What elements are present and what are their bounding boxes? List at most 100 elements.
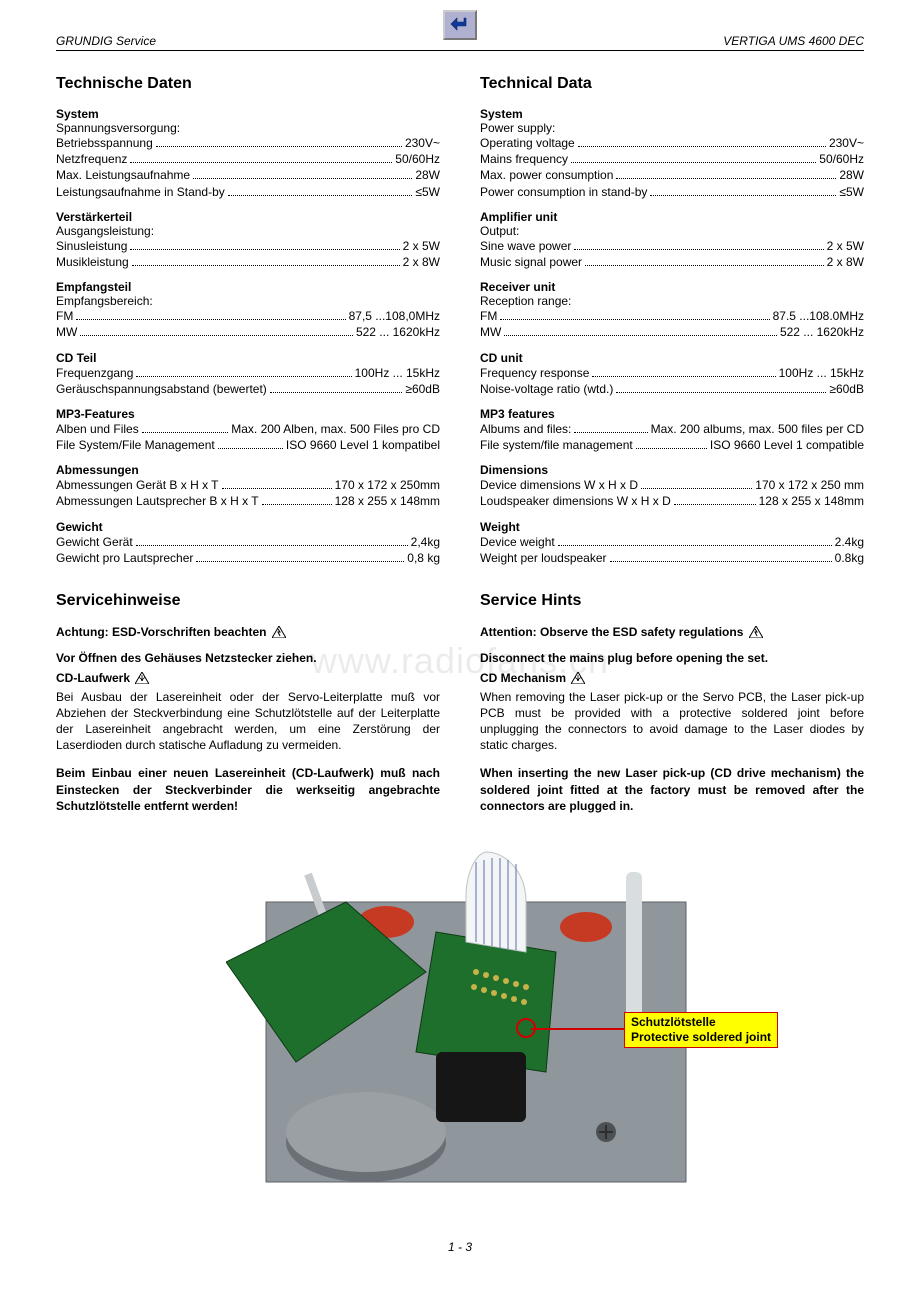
spec-row: Geräuschspannungsabstand (bewertet)≥60dB: [56, 381, 440, 397]
dot-leader: [130, 151, 392, 163]
rows-dim-en: Device dimensions W x H x D170 x 172 x 2…: [480, 477, 864, 509]
spec-row: Operating voltage 230V~: [480, 135, 864, 151]
service-title-en: Service Hints: [480, 592, 864, 610]
spec-label: Weight per loudspeaker: [480, 550, 607, 566]
spec-row: Albums and files:Max. 200 albums, max. 5…: [480, 421, 864, 437]
spec-row: Abmessungen Lautsprecher B x H x T128 x …: [56, 493, 440, 509]
rows-mp3-de: Alben und FilesMax. 200 Alben, max. 500 …: [56, 421, 440, 453]
spec-label: Max. power consumption: [480, 167, 613, 183]
spec-value: ISO 9660 Level 1 compatible: [710, 437, 864, 453]
column-german: Technische Daten System Spannungsversorg…: [56, 75, 440, 814]
sub-amp-en: Output:: [480, 224, 864, 238]
dot-leader: [132, 254, 400, 266]
spec-row: File system/file managementISO 9660 Leve…: [480, 437, 864, 453]
rows-amp-de: Sinusleistung2 x 5WMusikleistung 2 x 8W: [56, 238, 440, 270]
spec-value: 2 x 5W: [827, 238, 864, 254]
spec-label: Power consumption in stand-by: [480, 184, 647, 200]
heading-system-de: System: [56, 107, 440, 121]
spec-label: FM: [56, 308, 73, 324]
dot-leader: [136, 534, 408, 546]
spec-row: Noise-voltage ratio (wtd.)≥60dB: [480, 381, 864, 397]
dot-leader: [218, 437, 283, 449]
dot-leader: [193, 168, 412, 180]
spec-row: FM87.5 ...108.0MHz: [480, 308, 864, 324]
spec-label: Max. Leistungsaufnahme: [56, 167, 190, 183]
header-left: GRUNDIG Service: [56, 34, 156, 48]
dot-leader: [76, 308, 345, 320]
column-english: Technical Data System Power supply: Oper…: [480, 75, 864, 814]
sub-system-de: Spannungsversorgung:: [56, 121, 440, 135]
spec-row: Gewicht pro Lautsprecher0,8 kg: [56, 550, 440, 566]
spec-value: 2 x 5W: [403, 238, 440, 254]
spec-row: Sinusleistung2 x 5W: [56, 238, 440, 254]
back-button[interactable]: [443, 10, 477, 40]
sub-system-en: Power supply:: [480, 121, 864, 135]
service-esd-en: Attention: Observe the ESD safety regula…: [480, 624, 864, 642]
spec-row: MW522 ... 1620kHz: [56, 324, 440, 340]
spec-row: FM87,5 ...108,0MHz: [56, 308, 440, 324]
heading-wt-de: Gewicht: [56, 520, 440, 534]
spec-label: Loudspeaker dimensions W x H x D: [480, 493, 671, 509]
dot-leader: [130, 238, 399, 250]
spec-value: 2,4kg: [411, 534, 440, 550]
heading-recv-de: Empfangsteil: [56, 280, 440, 294]
heading-dim-de: Abmessungen: [56, 463, 440, 477]
sub-amp-de: Ausgangsleistung:: [56, 224, 440, 238]
rows-wt-de: Gewicht Gerät2,4kgGewicht pro Lautsprech…: [56, 534, 440, 566]
spec-row: File System/File Management ISO 9660 Leve…: [56, 437, 440, 453]
rows-cd-de: Frequenzgang100Hz ... 15kHzGeräuschspann…: [56, 365, 440, 397]
callout-line1: Schutzlötstelle: [631, 1015, 771, 1030]
spec-value: 28W: [839, 167, 864, 183]
service-esd-text-en: Attention: Observe the ESD safety regula…: [480, 625, 743, 639]
service-unplug-en: Disconnect the mains plug before opening…: [480, 650, 864, 666]
spec-label: File System/File Management: [56, 437, 215, 453]
spec-row: Loudspeaker dimensions W x H x D128 x 25…: [480, 493, 864, 509]
spec-label: Betriebsspannung: [56, 135, 153, 151]
spec-row: MW522 ... 1620kHz: [480, 324, 864, 340]
spec-label: Sine wave power: [480, 238, 571, 254]
heading-cd-en: CD unit: [480, 351, 864, 365]
dot-leader: [578, 135, 826, 147]
callout-label-box: Schutzlötstelle Protective soldered join…: [624, 1012, 778, 1048]
dot-leader: [196, 550, 404, 562]
service-esd-de: Achtung: ESD-Vorschriften beachten: [56, 624, 440, 642]
spec-value: ≥60dB: [405, 381, 440, 397]
spec-row: Power consumption in stand-by≤5W: [480, 184, 864, 200]
spec-label: Abmessungen Lautsprecher B x H x T: [56, 493, 259, 509]
spec-value: 2 x 8W: [403, 254, 440, 270]
spec-row: Gewicht Gerät2,4kg: [56, 534, 440, 550]
spec-value: 87.5 ...108.0MHz: [773, 308, 864, 324]
heading-wt-en: Weight: [480, 520, 864, 534]
spec-label: Frequenzgang: [56, 365, 133, 381]
dot-leader: [574, 421, 647, 433]
esd-warning-icon: [272, 626, 286, 642]
dot-leader: [585, 254, 824, 266]
spec-label: Operating voltage: [480, 135, 575, 151]
dot-leader: [616, 381, 826, 393]
callout-leader-line: [531, 1028, 626, 1030]
spec-value: 230V~: [829, 135, 864, 151]
spec-row: Weight per loudspeaker0.8kg: [480, 550, 864, 566]
dot-leader: [142, 421, 229, 433]
spec-row: Leistungsaufnahme in Stand-by≤5W: [56, 184, 440, 200]
service-cd-heading-text-de: CD-Laufwerk: [56, 671, 130, 685]
rows-wt-en: Device weight2.4kgWeight per loudspeaker…: [480, 534, 864, 566]
spec-label: Mains frequency: [480, 151, 568, 167]
heading-mp3-de: MP3-Features: [56, 407, 440, 421]
spec-label: Musikleistung: [56, 254, 129, 270]
sub-recv-en: Reception range:: [480, 294, 864, 308]
dot-leader: [616, 168, 836, 180]
rows-cd-en: Frequency response100Hz ... 15kHzNoise-v…: [480, 365, 864, 397]
spec-label: Noise-voltage ratio (wtd.): [480, 381, 613, 397]
heading-system-en: System: [480, 107, 864, 121]
callout-line2: Protective soldered joint: [631, 1030, 771, 1045]
spec-value: 170 x 172 x 250 mm: [755, 477, 864, 493]
heading-mp3-en: MP3 features: [480, 407, 864, 421]
dot-leader: [136, 365, 351, 377]
dot-leader: [80, 325, 353, 337]
spec-value: 522 ... 1620kHz: [780, 324, 864, 340]
pcb-figure: Schutzlötstelle Protective soldered join…: [56, 842, 864, 1222]
rows-amp-en: Sine wave power2 x 5WMusic signal power2…: [480, 238, 864, 270]
spec-value: ISO 9660 Level 1 kompatibel: [286, 437, 440, 453]
rows-system-de: Betriebsspannung230V~Netzfrequenz50/60Hz…: [56, 135, 440, 200]
